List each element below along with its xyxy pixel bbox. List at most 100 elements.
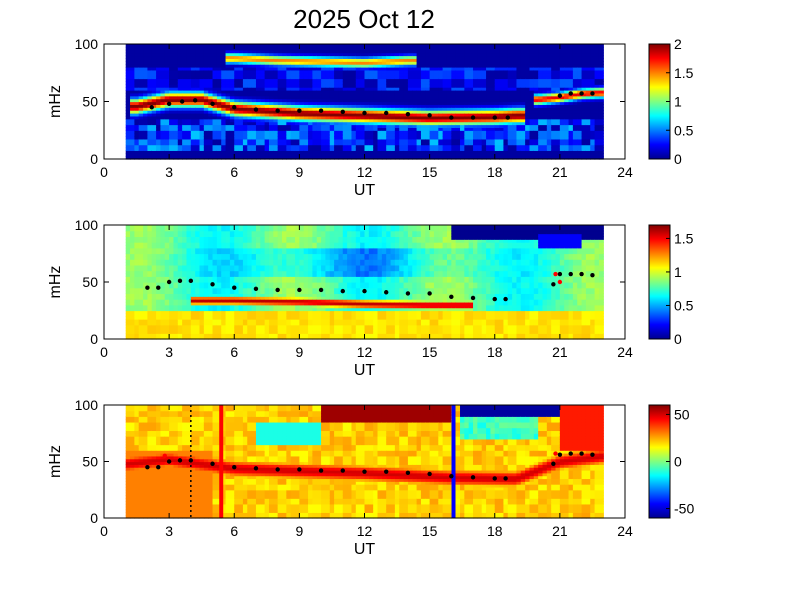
heatmap-cell [399,64,405,68]
heatmap-cell [295,55,300,59]
heatmap-cell [360,107,366,111]
heatmap-cell [321,130,327,134]
ridge-point [232,105,237,110]
heatmap-cell [399,90,405,94]
heatmap-cell [273,75,279,80]
heatmap-cell [208,150,214,154]
heatmap-cell [251,115,257,120]
x-tick-label: 9 [295,164,303,180]
heatmap-cell [212,87,218,91]
heatmap-cell [416,118,422,123]
heatmap-cell [399,49,405,54]
heatmap-cell [360,138,366,143]
heatmap-cell [368,110,374,114]
heatmap-cell [303,118,309,123]
heatmap-cell [208,136,214,140]
heatmap-cell [299,87,305,91]
heatmap-cell [177,52,183,57]
heatmap-cell [138,156,144,160]
heatmap-cell [229,61,235,65]
heatmap-cell [325,141,331,146]
heatmap-cell [299,64,305,68]
heatmap-cell [373,55,379,59]
heatmap-cell [234,107,240,111]
heatmap-cell [416,55,422,59]
heatmap-cell [329,153,335,157]
heatmap-cell [164,121,170,126]
heatmap-cell [143,121,149,126]
heatmap-cell [381,78,387,82]
heatmap-cell [286,156,292,160]
heatmap-cell [147,110,153,114]
heatmap-cell [338,136,344,140]
heatmap-cell [373,147,379,151]
heatmap-cell [208,130,214,134]
heatmap-cell [433,64,439,68]
heatmap-cell [407,95,413,100]
heatmap-cell [394,84,400,88]
heatmap-cell [212,127,218,131]
heatmap-cell [273,84,279,88]
heatmap-cell [334,81,340,85]
heatmap-cell [321,124,327,128]
heatmap-cell [225,118,231,123]
heatmap-cell [255,49,261,54]
heatmap-cell [394,115,400,120]
heatmap-cell [277,150,283,154]
heatmap-cell [173,67,179,71]
heatmap-cell [177,69,183,74]
heatmap-cell [351,115,357,120]
heatmap-cell [268,67,274,71]
heatmap-cell [303,153,309,157]
heatmap-cell [225,67,231,71]
heatmap-cell [212,115,218,120]
heatmap-cell [373,133,379,137]
heatmap-cell [255,69,261,74]
heatmap-cell [221,153,227,157]
heatmap-cell [303,72,309,77]
heatmap-cell [355,87,361,91]
heatmap-cell [164,58,170,62]
heatmap-cell [282,55,287,59]
heatmap-cell [290,110,296,114]
heatmap-cell [260,84,266,88]
heatmap-cell [216,156,222,160]
heatmap-cell [290,81,296,85]
heatmap-cell [247,107,253,111]
heatmap-cell [225,52,231,57]
heatmap-cell [242,44,248,48]
heatmap-cell [312,90,318,94]
heatmap-cell [195,69,201,74]
heatmap-cell [203,55,209,59]
heatmap-cell [190,133,196,137]
heatmap-cell [416,130,422,134]
heatmap-cell [164,133,170,137]
heatmap-cell [360,136,366,140]
heatmap-cell [130,124,135,128]
heatmap-cell [186,64,192,68]
heatmap-cell [208,153,214,157]
heatmap-cell [403,55,409,59]
heatmap-cell [386,69,392,74]
heatmap-cell [342,95,348,100]
heatmap-cell [420,61,426,65]
heatmap-cell [585,44,591,48]
heatmap-cell [325,49,331,54]
heatmap-cell [425,78,431,82]
heatmap-cell [321,49,327,54]
heatmap-cell [268,87,274,91]
heatmap-cell [290,118,296,123]
heatmap-cell [316,133,322,137]
heatmap-cell [169,118,175,123]
heatmap-cell [433,75,439,80]
heatmap-cell [199,144,205,149]
heatmap-cell [247,64,253,68]
heatmap-cell [355,101,361,105]
heatmap-cell [368,130,374,134]
heatmap-cell [342,81,348,85]
heatmap-cell [316,64,322,68]
heatmap-cell [342,110,348,114]
heatmap-cell [299,55,305,59]
heatmap-cell [216,75,222,80]
heatmap-cell [221,130,227,134]
